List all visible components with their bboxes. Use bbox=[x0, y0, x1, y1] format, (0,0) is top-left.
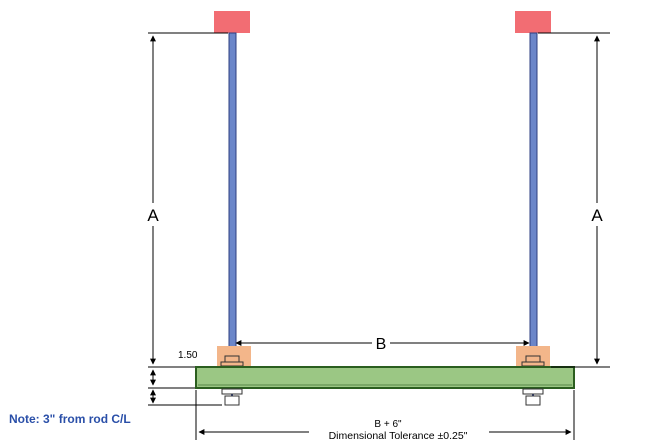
dimension-a-right bbox=[538, 32, 610, 368]
dimension-b-plus-6-label: B + 6" bbox=[374, 419, 402, 430]
ceiling-anchor-left bbox=[214, 11, 250, 33]
bottom-nut-left bbox=[221, 388, 243, 406]
dimension-a-right-label: A bbox=[591, 206, 603, 225]
tolerance-label: Dimensional Tolerance ±0.25" bbox=[329, 430, 468, 442]
rod-centerline-note: Note: 3" from rod C/L bbox=[9, 412, 131, 426]
threaded-rod-left bbox=[228, 32, 237, 369]
ceiling-anchor-right bbox=[515, 11, 551, 33]
dimension-a-left-label: A bbox=[147, 206, 159, 225]
strut-channel bbox=[195, 366, 575, 389]
left-offset-dimensions bbox=[148, 369, 222, 406]
threaded-rod-right bbox=[529, 32, 538, 369]
dimension-b-plus-6 bbox=[195, 390, 575, 440]
dimension-a-left bbox=[148, 32, 228, 368]
dimension-b-label: B bbox=[376, 336, 387, 353]
bottom-nut-right bbox=[522, 388, 544, 406]
dimension-150-label: 1.50 bbox=[178, 350, 198, 361]
